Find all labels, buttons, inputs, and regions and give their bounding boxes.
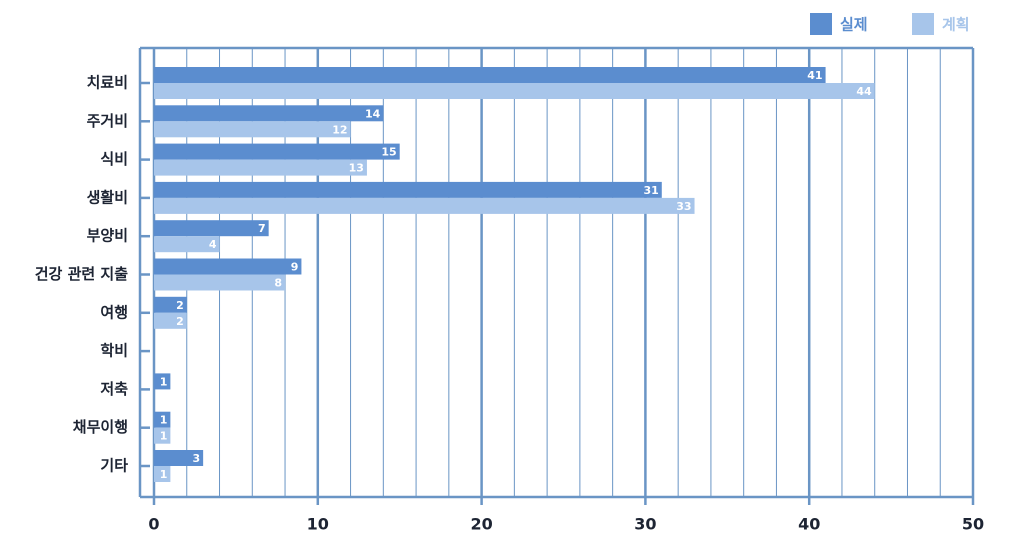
bar xyxy=(154,411,171,428)
y-tick-label: 기타 xyxy=(100,457,128,475)
value-label: 4 xyxy=(209,238,217,251)
y-tick-label: 채무이행 xyxy=(73,418,128,436)
bar xyxy=(154,105,384,122)
value-label: 33 xyxy=(676,200,691,213)
y-tick-label: 식비 xyxy=(100,150,128,168)
bar xyxy=(154,466,171,482)
y-tick-label: 부양비 xyxy=(87,227,128,245)
y-tick-label: 생활비 xyxy=(87,188,128,206)
x-tick-label: 50 xyxy=(962,515,984,534)
legend-swatch xyxy=(810,13,832,35)
y-tick-label: 건강 관련 지출 xyxy=(35,265,128,283)
value-label: 14 xyxy=(365,107,381,120)
value-label: 15 xyxy=(381,146,396,159)
x-tick-label: 40 xyxy=(798,515,820,534)
value-label: 8 xyxy=(274,277,282,290)
y-tick-label: 여행 xyxy=(100,303,128,321)
x-tick-label: 30 xyxy=(634,515,656,534)
bar xyxy=(154,373,171,390)
bar xyxy=(154,83,875,99)
value-label: 2 xyxy=(176,299,184,312)
bar xyxy=(154,312,187,329)
bar xyxy=(154,181,662,198)
bar xyxy=(154,450,204,466)
bar xyxy=(154,197,695,214)
bar xyxy=(154,236,220,253)
value-label: 12 xyxy=(332,123,347,136)
value-label: 31 xyxy=(643,184,658,197)
legend-swatch xyxy=(912,13,934,35)
bar xyxy=(154,121,351,138)
legend-label: 실제 xyxy=(840,16,868,34)
y-tick-label: 저축 xyxy=(100,380,128,398)
bar xyxy=(154,258,302,275)
value-label: 9 xyxy=(291,261,299,274)
value-label: 7 xyxy=(258,222,266,235)
x-tick-label: 20 xyxy=(470,515,492,534)
bar xyxy=(154,296,187,313)
x-tick-label: 10 xyxy=(307,515,329,534)
y-tick-label: 주거비 xyxy=(87,112,128,130)
x-tick-label: 0 xyxy=(148,515,159,534)
value-label: 3 xyxy=(192,452,200,465)
y-tick-label: 치료비 xyxy=(87,74,128,92)
y-tick-label: 학비 xyxy=(100,342,128,360)
bar xyxy=(154,67,826,83)
bar xyxy=(154,220,269,237)
value-label: 1 xyxy=(160,468,168,481)
bar xyxy=(154,274,286,291)
value-label: 41 xyxy=(807,69,822,82)
value-label: 13 xyxy=(349,162,364,175)
value-label: 2 xyxy=(176,315,184,328)
value-label: 1 xyxy=(160,414,168,427)
value-label: 1 xyxy=(160,430,168,443)
value-label: 44 xyxy=(856,85,872,98)
bar xyxy=(154,159,367,176)
bar xyxy=(154,143,400,160)
value-label: 1 xyxy=(160,375,168,388)
bar xyxy=(154,427,171,444)
legend-label: 계획 xyxy=(942,16,970,34)
